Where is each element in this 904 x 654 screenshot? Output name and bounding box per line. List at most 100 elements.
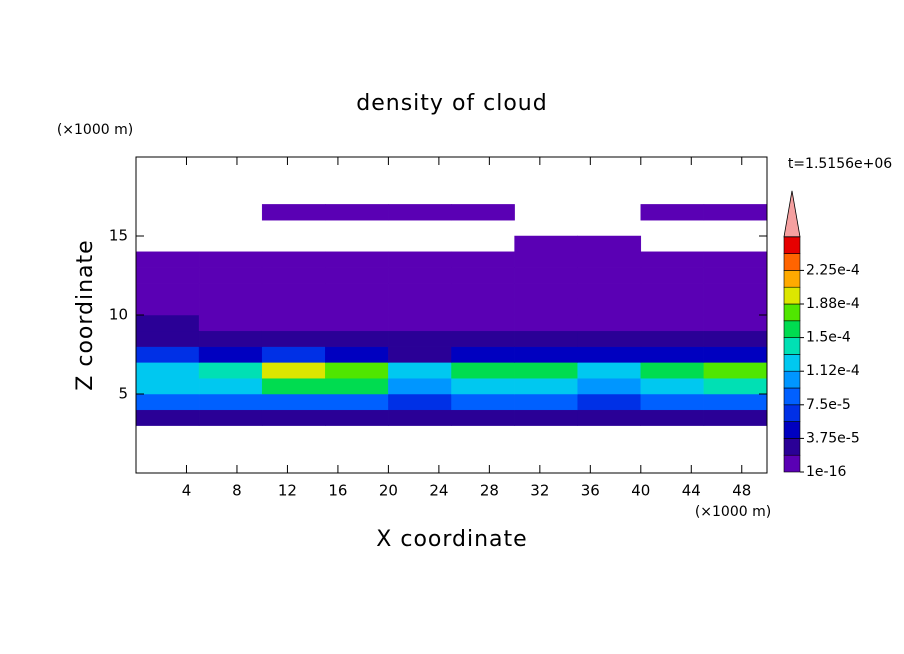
colorbar-band	[783, 320, 801, 338]
colorbar-band	[783, 421, 801, 439]
field-cell	[198, 251, 263, 268]
colorbar-extend	[783, 190, 801, 238]
x-tick-label: 48	[732, 482, 751, 500]
colorbar-band	[783, 354, 801, 372]
field-cell	[577, 377, 642, 395]
x-tick-label: 40	[631, 482, 650, 500]
field-cell	[135, 251, 200, 268]
x-tick-label: 36	[581, 482, 600, 500]
field-cell	[640, 409, 705, 426]
field-cell	[198, 346, 263, 363]
colorbar-label: 1.88e-4	[806, 296, 860, 312]
time-annotation: t=1.5156e+06	[788, 156, 892, 172]
field-cell	[198, 298, 263, 316]
field-cell	[325, 330, 389, 347]
field-cell	[325, 409, 389, 426]
x-tick-label: 8	[232, 482, 242, 500]
field-cell	[577, 362, 642, 379]
field-cell	[514, 377, 578, 395]
field-cell	[451, 330, 515, 347]
field-cell	[514, 362, 578, 379]
field-cell	[514, 346, 578, 363]
x-tick-label: 4	[182, 482, 192, 500]
field-cell	[514, 251, 578, 268]
field-cell	[135, 346, 200, 363]
field-cell	[388, 298, 452, 316]
field-cell	[640, 314, 705, 332]
field-cell	[514, 283, 578, 300]
colorbar-band	[783, 438, 801, 456]
field-cell	[261, 283, 326, 300]
chart-title: density of cloud	[356, 91, 547, 116]
field	[135, 204, 768, 426]
field-cell	[198, 283, 263, 300]
field-cell	[261, 298, 326, 316]
field-cell	[640, 330, 705, 347]
field-cell	[577, 235, 642, 253]
field-cell	[198, 377, 263, 395]
field-cell	[703, 298, 768, 316]
field-cell	[703, 409, 768, 426]
field-cell	[640, 377, 705, 395]
field-cell	[198, 362, 263, 379]
field-cell	[451, 362, 515, 379]
field-cell	[325, 251, 389, 268]
field-cell	[577, 314, 642, 332]
field-cell	[198, 393, 263, 411]
field-cell	[135, 298, 200, 316]
field-cell	[325, 362, 389, 379]
field-cell	[388, 377, 452, 395]
field-cell	[388, 314, 452, 332]
field-cell	[388, 409, 452, 426]
colorbar-label: 3.75e-5	[806, 430, 860, 446]
field-cell	[261, 251, 326, 268]
field-cell	[514, 235, 578, 253]
field-cell	[640, 298, 705, 316]
colorbar-band	[783, 286, 801, 305]
field-cell	[640, 362, 705, 379]
colorbar-band	[783, 370, 801, 389]
field-cell	[514, 267, 578, 284]
field-cell	[261, 346, 326, 363]
field-cell	[261, 330, 326, 347]
field-cell	[261, 377, 326, 395]
colorbar-band	[783, 454, 801, 473]
field-cell	[703, 330, 768, 347]
x-tick-label: 12	[278, 482, 297, 500]
colorbar-label: 1.5e-4	[806, 330, 851, 346]
field-cell	[514, 314, 578, 332]
field-cell	[135, 314, 200, 332]
field-cell	[325, 298, 389, 316]
field-cell	[577, 267, 642, 284]
colorbar-band	[783, 337, 801, 355]
colorbar-band	[783, 387, 801, 406]
field-cell	[135, 377, 200, 395]
field-cell	[640, 346, 705, 363]
field-cell	[640, 251, 705, 268]
x-tick-label: 16	[328, 482, 347, 500]
x-tick-label: 24	[429, 482, 448, 500]
field-cell	[388, 393, 452, 411]
field-cell	[325, 393, 389, 411]
x-axis-label: X coordinate	[376, 527, 527, 552]
field-cell	[514, 409, 578, 426]
field-cell	[198, 267, 263, 284]
field-cell	[388, 267, 452, 284]
field-cell	[703, 267, 768, 284]
field-cell	[640, 283, 705, 300]
field-cell	[577, 393, 642, 411]
x-tick-label: 44	[682, 482, 701, 500]
field-cell	[135, 409, 200, 426]
field-cell	[514, 298, 578, 316]
field-cell	[198, 330, 263, 347]
field-cell	[388, 362, 452, 379]
field-cell	[577, 251, 642, 268]
field-cell	[514, 330, 578, 347]
field-cell	[261, 204, 326, 221]
x-tick-label: 32	[530, 482, 549, 500]
y-tick-label: 15	[109, 227, 128, 245]
colorbar-band	[783, 270, 801, 288]
field-cell	[577, 283, 642, 300]
field-cell	[261, 314, 326, 332]
colorbar-label: 7.5e-5	[806, 397, 851, 413]
